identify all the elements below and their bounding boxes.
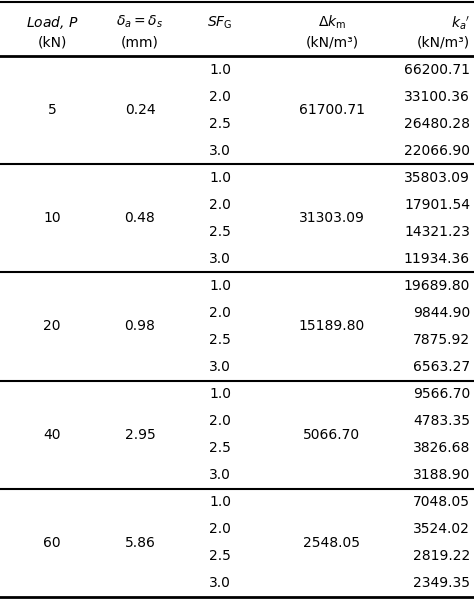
Text: 7875.92: 7875.92	[413, 333, 470, 347]
Text: 0.98: 0.98	[125, 320, 155, 333]
Text: 2.5: 2.5	[209, 441, 231, 455]
Text: 1.0: 1.0	[209, 171, 231, 185]
Text: 2.5: 2.5	[209, 333, 231, 347]
Text: 2.95: 2.95	[125, 428, 155, 442]
Text: 2.0: 2.0	[209, 306, 231, 320]
Text: 35803.09: 35803.09	[404, 171, 470, 185]
Text: (kN/m³): (kN/m³)	[305, 36, 358, 50]
Text: 3.0: 3.0	[209, 144, 231, 157]
Text: 26480.28: 26480.28	[404, 116, 470, 131]
Text: Load, $P$: Load, $P$	[26, 14, 78, 31]
Text: 2.0: 2.0	[209, 90, 231, 104]
Text: 17901.54: 17901.54	[404, 198, 470, 212]
Text: 31303.09: 31303.09	[299, 211, 365, 226]
Text: 5: 5	[47, 103, 56, 117]
Text: 3.0: 3.0	[209, 576, 231, 590]
Text: 2.5: 2.5	[209, 225, 231, 239]
Text: 2548.05: 2548.05	[303, 536, 361, 550]
Text: 33100.36: 33100.36	[404, 90, 470, 104]
Text: $\mathit{SF}_\mathrm{G}$: $\mathit{SF}_\mathrm{G}$	[207, 15, 233, 31]
Text: 15189.80: 15189.80	[299, 320, 365, 333]
Text: $\Delta k_\mathrm{m}$: $\Delta k_\mathrm{m}$	[318, 14, 346, 31]
Text: 1.0: 1.0	[209, 387, 231, 401]
Text: 3.0: 3.0	[209, 360, 231, 374]
Text: 11934.36: 11934.36	[404, 252, 470, 266]
Text: (kN): (kN)	[37, 36, 67, 50]
Text: $k_a{}'$: $k_a{}'$	[451, 14, 470, 31]
Text: 19689.80: 19689.80	[404, 279, 470, 293]
Text: 61700.71: 61700.71	[299, 103, 365, 117]
Text: 9566.70: 9566.70	[413, 387, 470, 401]
Text: 40: 40	[43, 428, 61, 442]
Text: (mm): (mm)	[121, 36, 159, 50]
Text: $\delta_a= \delta_s$: $\delta_a= \delta_s$	[117, 14, 164, 30]
Text: 9844.90: 9844.90	[413, 306, 470, 320]
Text: 3.0: 3.0	[209, 469, 231, 482]
Text: 2.0: 2.0	[209, 414, 231, 428]
Text: 1.0: 1.0	[209, 63, 231, 77]
Text: 2819.22: 2819.22	[413, 549, 470, 563]
Text: 4783.35: 4783.35	[413, 414, 470, 428]
Text: 1.0: 1.0	[209, 279, 231, 293]
Text: 0.48: 0.48	[125, 211, 155, 226]
Text: 2349.35: 2349.35	[413, 576, 470, 590]
Text: 3188.90: 3188.90	[413, 469, 470, 482]
Text: 6563.27: 6563.27	[413, 360, 470, 374]
Text: 14321.23: 14321.23	[404, 225, 470, 239]
Text: (kN/m³): (kN/m³)	[417, 36, 470, 50]
Text: 22066.90: 22066.90	[404, 144, 470, 157]
Text: 5066.70: 5066.70	[303, 428, 361, 442]
Text: 1.0: 1.0	[209, 495, 231, 510]
Text: 2.5: 2.5	[209, 116, 231, 131]
Text: 2.5: 2.5	[209, 549, 231, 563]
Text: 60: 60	[43, 536, 61, 550]
Text: 5.86: 5.86	[125, 536, 155, 550]
Text: 3524.02: 3524.02	[413, 522, 470, 537]
Text: 2.0: 2.0	[209, 198, 231, 212]
Text: 7048.05: 7048.05	[413, 495, 470, 510]
Text: 3826.68: 3826.68	[413, 441, 470, 455]
Text: 2.0: 2.0	[209, 522, 231, 537]
Text: 10: 10	[43, 211, 61, 226]
Text: 0.24: 0.24	[125, 103, 155, 117]
Text: 3.0: 3.0	[209, 252, 231, 266]
Text: 66200.71: 66200.71	[404, 63, 470, 77]
Text: 20: 20	[43, 320, 61, 333]
